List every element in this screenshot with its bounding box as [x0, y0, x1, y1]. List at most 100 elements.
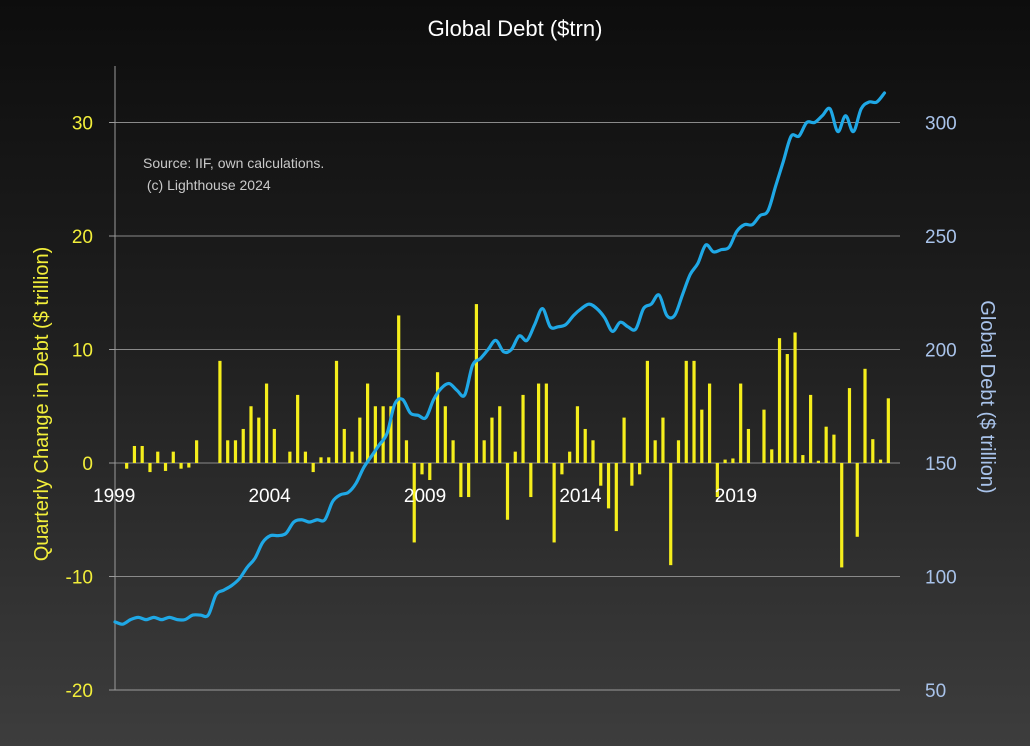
bar: [653, 440, 657, 463]
bar: [560, 463, 564, 475]
bar: [435, 372, 440, 463]
x-axis-ticks: 1999 2004 2009 2014 2019: [93, 486, 757, 507]
right-tick-label: 200: [925, 341, 957, 362]
bar: [412, 463, 416, 543]
bar: [762, 409, 766, 463]
right-axis-ticks: 300 250 200 150 100 50: [925, 114, 957, 703]
x-tick-label: 2009: [404, 486, 446, 507]
bar: [311, 463, 315, 473]
bar: [334, 360, 339, 463]
bar: [179, 463, 183, 469]
bar: [692, 360, 696, 463]
bar: [366, 383, 370, 463]
bar: [552, 463, 556, 543]
bar: [878, 459, 883, 463]
bar: [296, 394, 300, 463]
bar: [505, 463, 510, 520]
bar: [809, 394, 813, 463]
x-tick-label: 2019: [715, 486, 757, 507]
copyright-annotation: (c) Lighthouse 2024: [143, 177, 271, 193]
right-tick-label: 50: [925, 681, 946, 702]
bar: [288, 451, 292, 463]
bar: [622, 417, 626, 463]
bar: [428, 463, 432, 481]
bar: [871, 439, 875, 463]
right-tick-label: 300: [925, 114, 957, 135]
bar: [715, 463, 719, 498]
bar: [863, 368, 867, 463]
bar: [638, 463, 642, 475]
bar: [521, 394, 525, 463]
bar: [614, 463, 618, 532]
bar: [568, 451, 572, 463]
bar: [770, 449, 774, 463]
x-tick-label: 2004: [248, 486, 291, 507]
bar: [303, 451, 308, 463]
bar: [257, 417, 261, 463]
bar: [544, 383, 548, 463]
left-tick-label: 30: [72, 114, 93, 135]
bar: [599, 463, 603, 486]
bar: [233, 440, 238, 463]
bar: [801, 455, 805, 463]
bar: [606, 463, 611, 509]
left-tick-label: 10: [72, 341, 93, 362]
bar: [327, 457, 331, 463]
bar: [156, 451, 160, 463]
right-tick-label: 150: [925, 454, 957, 475]
bar: [358, 417, 362, 463]
bar: [793, 332, 797, 463]
bar: [249, 406, 253, 463]
left-axis-ticks: 30 20 10 0 -10 -20: [66, 114, 115, 702]
x-tick-label: 1999: [93, 486, 135, 507]
bar-series: [125, 304, 890, 568]
bar: [342, 428, 346, 463]
bar: [467, 463, 471, 498]
bar: [241, 428, 245, 463]
bar: [148, 463, 152, 473]
bar: [816, 460, 820, 463]
bar: [777, 338, 782, 463]
bar: [575, 406, 580, 463]
bar: [459, 463, 463, 498]
bar: [723, 459, 727, 463]
bar: [397, 315, 401, 463]
bar: [700, 409, 704, 463]
bar: [226, 440, 230, 463]
bar: [373, 406, 377, 463]
bar: [451, 440, 455, 463]
bar: [474, 304, 479, 463]
bar: [218, 360, 222, 463]
left-tick-label: -10: [66, 568, 93, 589]
left-axis-label: Quarterly Change in Debt ($ trillion): [31, 247, 53, 562]
bar: [171, 451, 175, 463]
bar: [886, 398, 890, 463]
bar: [645, 360, 649, 463]
bar: [739, 383, 743, 463]
bar: [498, 406, 502, 463]
chart-title: Global Debt ($trn): [428, 16, 603, 41]
line-series-layer: [113, 91, 887, 626]
bar: [840, 463, 844, 568]
bar: [187, 463, 191, 468]
bar: [264, 383, 269, 463]
bar: [513, 451, 517, 463]
bar: [420, 463, 424, 475]
bar: [824, 426, 828, 463]
gridlines: [115, 122, 900, 691]
bar: [832, 434, 836, 464]
bar: [350, 451, 354, 463]
bar: [381, 406, 385, 463]
bar: [529, 463, 533, 498]
bar: [855, 463, 859, 537]
bar: [404, 440, 409, 463]
bar: [731, 458, 735, 463]
right-axis-label: Global Debt ($ trillion): [976, 300, 998, 493]
x-tick-label: 2014: [559, 486, 602, 507]
bar: [140, 445, 144, 463]
bar: [272, 428, 276, 463]
bar: [195, 440, 199, 463]
bar: [163, 463, 168, 471]
